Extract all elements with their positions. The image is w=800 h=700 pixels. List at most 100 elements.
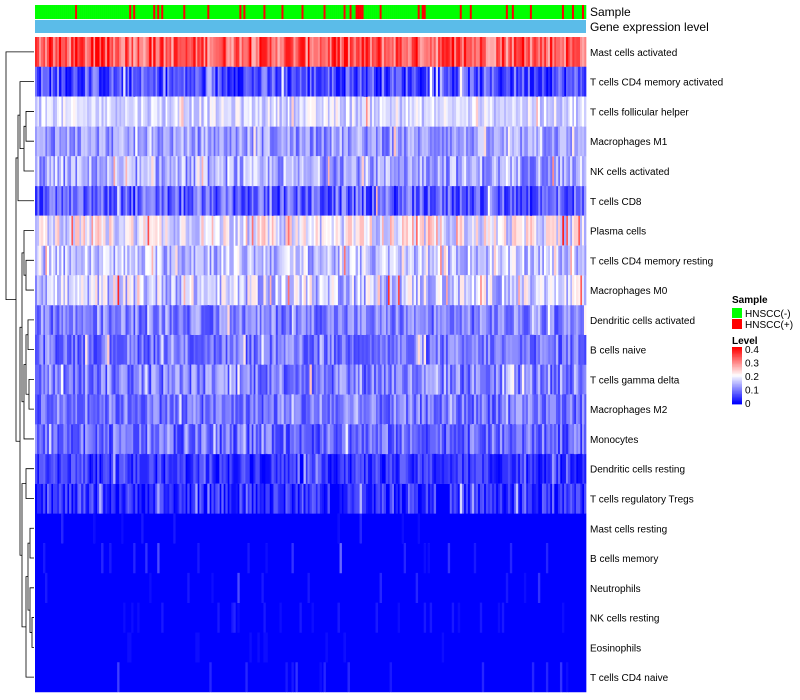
sample-track-cell — [567, 5, 571, 19]
sample-track-cell — [493, 5, 497, 19]
sample-track-cell — [287, 5, 290, 19]
dendrogram-branch — [28, 378, 34, 410]
sample-track-cell — [451, 5, 455, 19]
legend-gradient-step — [732, 378, 742, 381]
sample-track-cell — [423, 5, 427, 19]
sample-track-cell — [363, 5, 366, 19]
sample-track-cell — [583, 5, 587, 19]
dendrogram-branch — [31, 617, 34, 648]
sample-track-cell — [163, 5, 166, 19]
sample-track-cell — [469, 5, 473, 19]
sample-track-cell — [549, 5, 553, 19]
sample-track-cell — [295, 5, 298, 19]
sample-track-cell — [329, 5, 332, 19]
sample-track-cell — [181, 5, 184, 19]
sample-track-cell — [41, 5, 44, 19]
sample-track-cell — [231, 5, 234, 19]
sample-track-cell — [401, 5, 404, 19]
sample-track-cell — [251, 5, 254, 19]
sample-track-cell — [115, 5, 118, 19]
sample-track-cell — [361, 5, 364, 19]
sample-track-cell — [539, 5, 543, 19]
sample-track-cell — [87, 5, 90, 19]
sample-track-cell — [225, 5, 228, 19]
heatmap-cell-group — [35, 66, 583, 574]
sample-track-cell — [487, 5, 491, 19]
sample-track-cell — [341, 5, 344, 19]
sample-track-cell — [73, 5, 76, 19]
legend-gradient-step — [732, 399, 742, 402]
heatmap-cell-group — [37, 96, 587, 455]
heatmap-cell-group — [35, 66, 583, 514]
sample-track-cell — [571, 5, 575, 19]
sample-track-cell — [161, 5, 164, 19]
legend-gradient-step — [732, 366, 742, 369]
legend-gradient-step — [732, 395, 742, 398]
sample-track-cell — [573, 5, 577, 19]
heatmap-cell-group — [37, 66, 581, 693]
sample-track-cell — [563, 5, 567, 19]
sample-track-cell — [297, 5, 300, 19]
dendrogram-branch — [19, 81, 34, 150]
sample-track-cell — [439, 5, 443, 19]
heatmap-cell-group — [35, 66, 587, 514]
sample-track-cell — [387, 5, 390, 19]
row-label: Neutrophils — [590, 584, 641, 595]
dendrogram-branch — [29, 527, 34, 559]
sample-track-cell — [131, 5, 134, 19]
sample-track-cell — [479, 5, 483, 19]
sample-track-cell — [441, 5, 445, 19]
sample-track-cell — [383, 5, 386, 19]
heatmap-cell-group — [345, 37, 348, 68]
legend-gradient-step — [732, 402, 742, 405]
sample-track-cell — [579, 5, 583, 19]
sample-track-cell — [373, 5, 376, 19]
sample-track-cell — [395, 5, 398, 19]
sample-track-cell — [391, 5, 394, 19]
legend-gradient-step — [732, 372, 742, 375]
legend-gradient-step — [732, 369, 742, 372]
sample-track-cell — [243, 5, 246, 19]
row-label: T cells CD8 — [590, 197, 642, 208]
sample-track-cell — [409, 5, 412, 19]
sample-track-cell — [89, 5, 92, 19]
sample-track-cell — [581, 5, 585, 19]
heatmap-cell-group — [39, 66, 587, 693]
sample-track-cell — [215, 5, 218, 19]
sample-track-cell — [259, 5, 262, 19]
sample-track-cell — [127, 5, 130, 19]
sample-track-cell — [545, 5, 549, 19]
sample-track-cell — [343, 5, 346, 19]
sample-track-cell — [357, 5, 360, 19]
sample-track-cell — [201, 5, 204, 19]
sample-track-cell — [389, 5, 392, 19]
sample-track-cell — [169, 5, 172, 19]
sample-track-cell — [71, 5, 74, 19]
sample-track-cell — [55, 5, 58, 19]
sample-track-cell — [325, 5, 328, 19]
sample-track-cell — [551, 5, 555, 19]
sample-track-cell — [233, 5, 236, 19]
sample-track-cell — [351, 5, 354, 19]
sample-track-cell — [77, 5, 80, 19]
sample-track-cell — [427, 5, 431, 19]
sample-track-cell — [35, 5, 38, 19]
sample-track-cell — [517, 5, 521, 19]
sample-track-cell — [103, 5, 106, 19]
sample-track-cell — [523, 5, 527, 19]
sample-track-cell — [453, 5, 457, 19]
legend-gradient-step — [732, 376, 742, 379]
sample-track-cell — [431, 5, 435, 19]
row-labels: Mast cells activated T cells CD4 memory a… — [590, 48, 723, 684]
legend-gradient-step — [732, 386, 742, 389]
sample-track-cell — [173, 5, 176, 19]
sample-track-cell — [271, 5, 274, 19]
sample-track-cell — [535, 5, 539, 19]
sample-track-cell — [69, 5, 72, 19]
sample-track-cell — [459, 5, 463, 19]
legend-gradient-step — [732, 392, 742, 395]
sample-track-cell — [299, 5, 302, 19]
sample-track-cell — [97, 5, 100, 19]
sample-track-cell — [537, 5, 541, 19]
